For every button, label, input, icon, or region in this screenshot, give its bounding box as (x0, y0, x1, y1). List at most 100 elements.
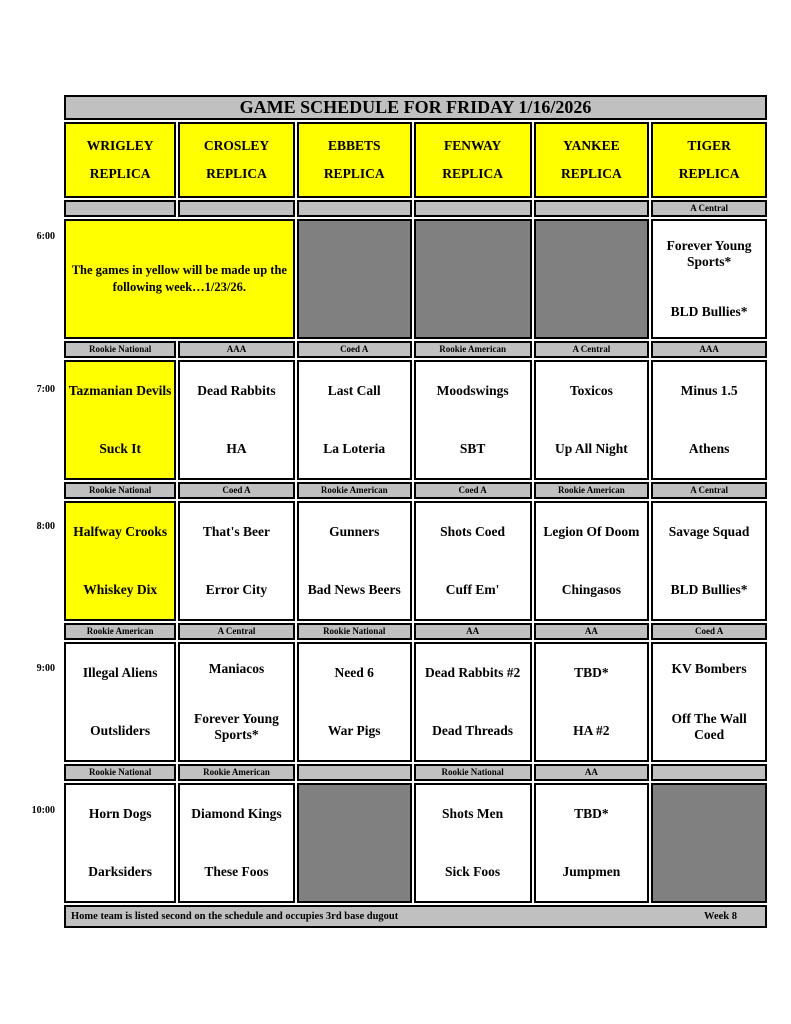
time-label-9: 9:00 (36, 663, 55, 674)
away-team: Shots Coed (440, 523, 506, 539)
footer-row: Home team is listed second on the schedu… (64, 905, 767, 928)
away-team: Diamond Kings (191, 805, 282, 821)
game-cell: Shots Men Sick Foos (413, 783, 532, 903)
division-cell: Coed A (651, 623, 767, 640)
home-team: Up All Night (554, 440, 628, 456)
field-header-crosley: CROSLEY REPLICA (178, 122, 295, 198)
division-row-6: A Central (64, 200, 767, 217)
away-team: TBD* (574, 664, 609, 680)
footer-note: Home team is listed second on the schedu… (71, 911, 399, 922)
home-team: La Loteria (323, 440, 386, 456)
away-team: Illegal Aliens (82, 664, 158, 680)
game-cell: Last Call La Loteria (296, 360, 412, 480)
makeup-note-cell: The games in yellow will be made up the … (64, 219, 295, 339)
time-label-6: 6:00 (36, 231, 55, 242)
away-team: Forever Young Sports* (666, 237, 752, 270)
field-name: FENWAY (443, 138, 502, 153)
home-team: Error City (205, 581, 268, 597)
division-cell (533, 200, 650, 217)
field-name: WRIGLEY (86, 138, 154, 153)
division-cell: Rookie National (64, 482, 177, 499)
home-team: These Foos (204, 863, 269, 879)
empty-slot-cell (413, 219, 532, 339)
field-name: CROSLEY (203, 138, 270, 153)
game-cell: Horn Dogs Darksiders (64, 783, 177, 903)
time-label-8: 8:00 (36, 521, 55, 532)
field-name: YANKEE (563, 138, 620, 153)
away-team: KV Bombers (671, 660, 747, 676)
home-team: Jumpmen (562, 863, 621, 879)
division-cell: Rookie American (64, 623, 177, 640)
division-cell: Coed A (178, 482, 295, 499)
division-cell: Coed A (296, 341, 412, 358)
field-header-ebbets: EBBETS REPLICA (296, 122, 412, 198)
away-team: Tazmanian Devils (68, 382, 172, 398)
division-row-10: Rookie National Rookie American Rookie N… (64, 764, 767, 781)
title-row: GAME SCHEDULE FOR FRIDAY 1/16/2026 (64, 95, 767, 120)
away-team: TBD* (574, 805, 609, 821)
game-cell: Need 6 War Pigs (296, 642, 412, 762)
field-header-row: WRIGLEY REPLICA CROSLEY REPLICA EBBETS REPL… (64, 122, 767, 198)
home-team: Darksiders (88, 863, 152, 879)
game-cell: Diamond Kings These Foos (178, 783, 295, 903)
games-row-8: Halfway Crooks Whiskey Dix That's Beer E… (64, 501, 767, 621)
division-cell: A Central (651, 200, 767, 217)
away-team: Halfway Crooks (73, 523, 168, 539)
field-type: REPLICA (323, 166, 385, 181)
away-team: Dead Rabbits (197, 382, 276, 398)
division-cell: Rookie American (178, 764, 295, 781)
empty-slot-cell (296, 219, 412, 339)
games-row-10: Horn Dogs Darksiders Diamond Kings These… (64, 783, 767, 903)
makeup-note: The games in yellow will be made up the … (71, 263, 287, 294)
home-team: Forever Young Sports* (194, 710, 279, 742)
home-team: Off The Wall Coed (671, 710, 747, 742)
game-cell: Toxicos Up All Night (533, 360, 650, 480)
division-cell: AAA (651, 341, 767, 358)
game-cell: Savage Squad BLD Bullies* (651, 501, 767, 621)
home-team: HA (226, 440, 247, 456)
away-team: Gunners (329, 523, 380, 539)
game-cell: TBD* HA #2 (533, 642, 650, 762)
division-cell: A Central (651, 482, 767, 499)
game-cell: Dead Rabbits HA (178, 360, 295, 480)
field-name: TIGER (687, 138, 731, 153)
division-row-7: Rookie National AAA Coed A Rookie Americ… (64, 341, 767, 358)
time-label-7: 7:00 (36, 384, 55, 395)
schedule-title: GAME SCHEDULE FOR FRIDAY 1/16/2026 (64, 95, 767, 120)
away-team: Minus 1.5 (680, 382, 738, 398)
division-cell: AAA (178, 341, 295, 358)
home-team: Athens (688, 440, 730, 456)
field-type: REPLICA (560, 166, 622, 181)
field-header-wrigley: WRIGLEY REPLICA (64, 122, 177, 198)
home-team: Outsliders (90, 722, 151, 738)
division-cell: Rookie American (413, 341, 532, 358)
game-cell: That's Beer Error City (178, 501, 295, 621)
division-cell (296, 764, 412, 781)
empty-slot-cell (296, 783, 412, 903)
game-cell-makeup: Halfway Crooks Whiskey Dix (64, 501, 177, 621)
game-cell: Moodswings SBT (413, 360, 532, 480)
home-team: Chingasos (561, 581, 622, 597)
away-team: Last Call (327, 382, 381, 398)
division-cell: A Central (533, 341, 650, 358)
division-cell (178, 200, 295, 217)
division-cell: AA (533, 764, 650, 781)
home-team: War Pigs (327, 722, 381, 738)
home-team: Dead Threads (432, 722, 514, 738)
home-team: HA #2 (573, 722, 610, 738)
division-cell (64, 200, 177, 217)
away-team: Moodswings (436, 382, 509, 398)
games-row-7: Tazmanian Devils Suck It Dead Rabbits HA… (64, 360, 767, 480)
game-cell: Shots Coed Cuff Em' (413, 501, 532, 621)
games-row-6: The games in yellow will be made up the … (64, 219, 767, 339)
division-row-8: Rookie National Coed A Rookie American C… (64, 482, 767, 499)
game-cell: Illegal Aliens Outsliders (64, 642, 177, 762)
division-cell (651, 764, 767, 781)
away-team: Toxicos (569, 382, 613, 398)
division-cell: Rookie American (296, 482, 412, 499)
game-cell: Gunners Bad News Beers (296, 501, 412, 621)
field-type: REPLICA (442, 166, 503, 181)
empty-slot-cell (651, 783, 767, 903)
field-type: REPLICA (678, 166, 740, 181)
division-cell: Rookie National (296, 623, 412, 640)
